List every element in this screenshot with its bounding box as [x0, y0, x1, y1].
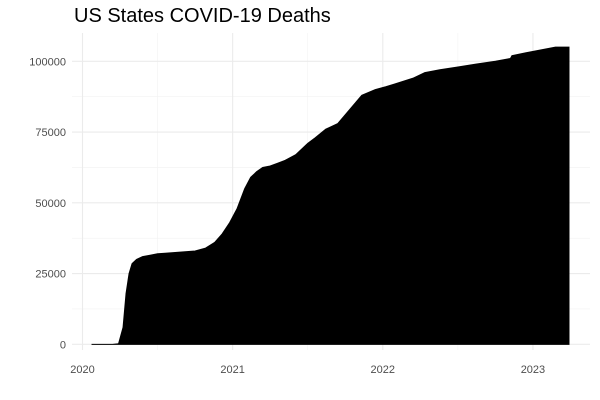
- y-tick-label: 100000: [29, 56, 66, 68]
- x-tick-label: 2021: [220, 364, 244, 376]
- chart-title: US States COVID-19 Deaths: [74, 5, 331, 27]
- area-series-0: [91, 46, 570, 345]
- y-tick-label: 25000: [35, 269, 66, 281]
- x-tick-label: 2023: [521, 364, 545, 376]
- y-tick-label: 50000: [35, 198, 66, 210]
- y-tick-label: 75000: [35, 127, 66, 139]
- x-tick-label: 2020: [70, 364, 94, 376]
- x-tick-label: 2022: [371, 364, 395, 376]
- y-tick-label: 0: [60, 339, 66, 351]
